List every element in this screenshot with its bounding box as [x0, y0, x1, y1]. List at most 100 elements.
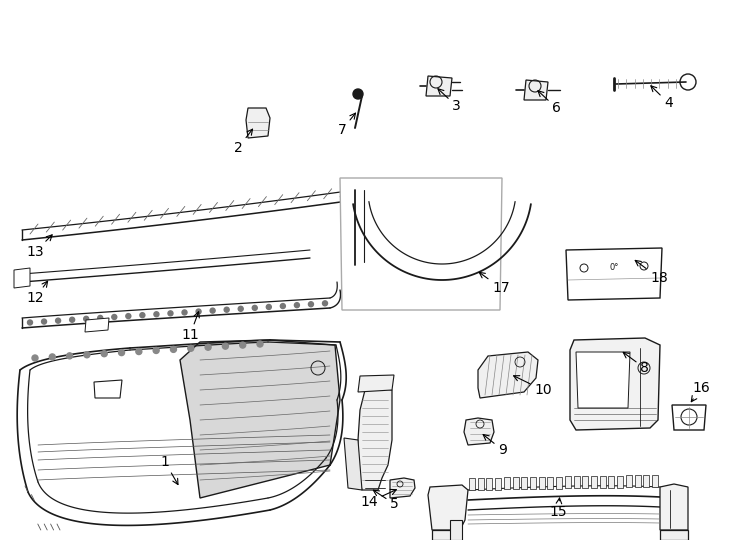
Circle shape [252, 306, 257, 310]
Bar [591, 476, 597, 488]
Circle shape [126, 314, 131, 319]
Text: 15: 15 [549, 498, 567, 519]
Polygon shape [94, 380, 122, 398]
Polygon shape [390, 478, 415, 498]
Bar [495, 477, 501, 490]
Bar [643, 475, 650, 487]
Bar [548, 477, 553, 489]
Text: 12: 12 [26, 281, 48, 305]
Polygon shape [464, 418, 494, 445]
Circle shape [168, 311, 173, 316]
Bar [600, 476, 606, 488]
Text: 16: 16 [691, 381, 710, 402]
Polygon shape [672, 405, 706, 430]
Bar [521, 477, 527, 489]
Text: 3: 3 [438, 89, 461, 113]
Circle shape [210, 308, 215, 313]
Circle shape [240, 342, 246, 348]
Polygon shape [660, 530, 688, 540]
Circle shape [188, 345, 194, 352]
Text: 11: 11 [181, 312, 199, 342]
Circle shape [322, 301, 327, 306]
Polygon shape [576, 352, 630, 408]
Bar [530, 477, 536, 489]
Polygon shape [428, 485, 468, 530]
Circle shape [280, 303, 286, 308]
Text: 4: 4 [651, 86, 673, 110]
Polygon shape [524, 80, 548, 100]
Circle shape [27, 320, 32, 325]
Circle shape [32, 355, 38, 361]
Polygon shape [566, 248, 662, 300]
Circle shape [154, 312, 159, 317]
Circle shape [182, 310, 187, 315]
Circle shape [224, 307, 229, 312]
Bar [565, 476, 571, 489]
Text: 13: 13 [26, 235, 52, 259]
Circle shape [67, 353, 73, 359]
Bar [487, 478, 493, 490]
Polygon shape [246, 108, 270, 138]
Circle shape [266, 305, 272, 309]
Circle shape [239, 306, 243, 311]
Polygon shape [660, 484, 688, 530]
Polygon shape [344, 438, 362, 490]
Circle shape [56, 318, 61, 323]
Circle shape [70, 317, 75, 322]
Text: 14: 14 [360, 489, 396, 509]
Text: 6: 6 [538, 91, 561, 115]
Circle shape [101, 350, 107, 357]
Polygon shape [340, 178, 502, 310]
Bar [539, 477, 545, 489]
Bar [478, 478, 484, 490]
Circle shape [170, 346, 176, 353]
Circle shape [42, 319, 46, 324]
Bar [582, 476, 588, 488]
Text: 1: 1 [161, 455, 178, 484]
Text: 18: 18 [635, 260, 668, 285]
Circle shape [153, 347, 159, 354]
Bar [556, 477, 562, 489]
Text: 9: 9 [483, 435, 507, 457]
Bar [573, 476, 580, 488]
Circle shape [49, 354, 55, 360]
Text: 8: 8 [623, 353, 649, 375]
Circle shape [205, 344, 211, 350]
Bar [608, 476, 614, 488]
Circle shape [98, 315, 103, 320]
Text: 5: 5 [374, 490, 399, 511]
Polygon shape [450, 520, 462, 540]
Circle shape [222, 343, 228, 349]
Circle shape [257, 341, 263, 347]
Polygon shape [478, 352, 538, 398]
Text: 2: 2 [233, 129, 252, 155]
Circle shape [353, 89, 363, 99]
Polygon shape [432, 530, 460, 540]
Circle shape [140, 313, 145, 318]
Text: 7: 7 [338, 113, 355, 137]
Polygon shape [180, 340, 340, 498]
Bar [469, 478, 475, 490]
Circle shape [118, 349, 125, 356]
Bar [617, 476, 623, 488]
Circle shape [196, 309, 201, 314]
Text: 10: 10 [514, 376, 552, 397]
Polygon shape [426, 76, 452, 96]
Circle shape [308, 302, 313, 307]
Bar [635, 475, 641, 488]
Text: 17: 17 [479, 272, 509, 295]
Polygon shape [358, 375, 394, 392]
Polygon shape [14, 268, 30, 288]
Circle shape [84, 352, 90, 358]
Polygon shape [570, 338, 660, 430]
Circle shape [294, 302, 299, 308]
Bar [512, 477, 519, 489]
Bar [652, 475, 658, 487]
Polygon shape [85, 318, 109, 332]
Bar [504, 477, 510, 489]
Circle shape [84, 316, 89, 321]
Polygon shape [358, 388, 392, 490]
Bar [626, 476, 632, 488]
Text: 0°: 0° [609, 264, 619, 273]
Circle shape [112, 314, 117, 320]
